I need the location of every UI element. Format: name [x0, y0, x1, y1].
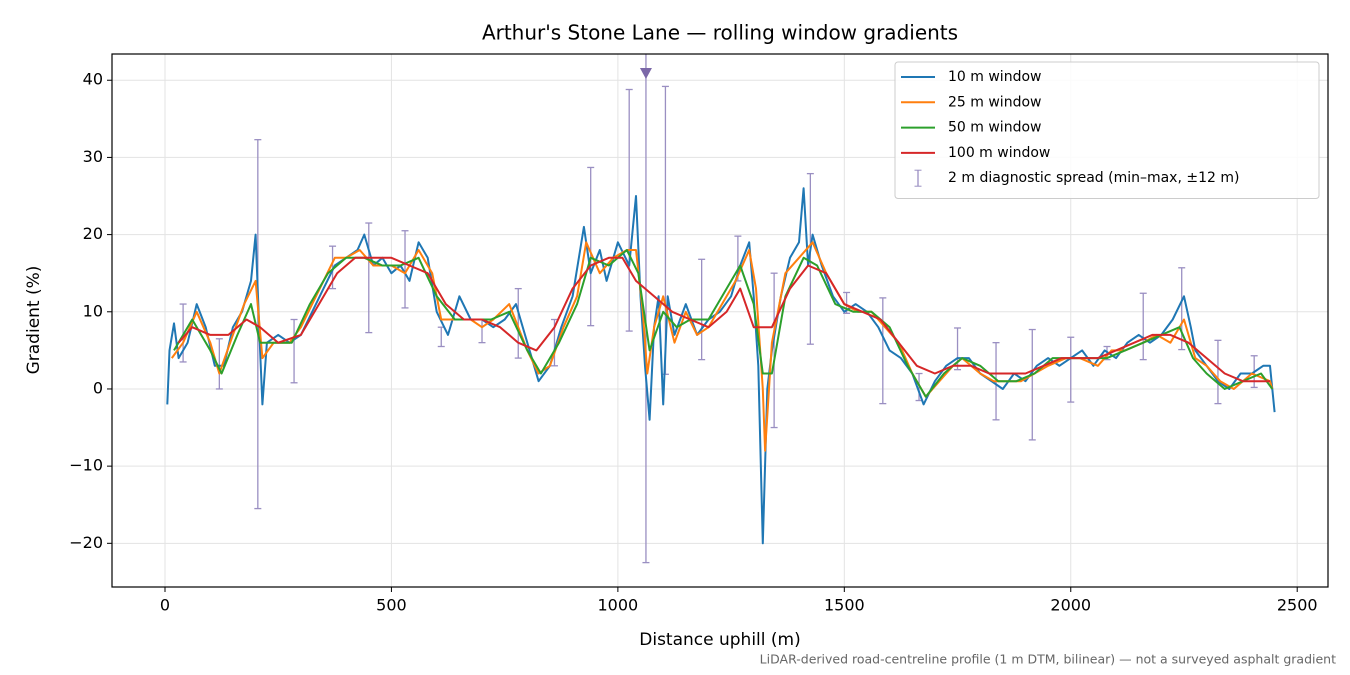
error-bar — [365, 222, 373, 334]
y-axis-label: Gradient (%) — [24, 266, 44, 375]
error-bar — [290, 318, 298, 384]
legend-label: 50 m window — [948, 120, 1041, 136]
error-bar — [215, 338, 223, 390]
error-bar — [478, 318, 486, 344]
y-tick-label: 10 — [83, 301, 103, 320]
series-line — [177, 256, 1270, 383]
plot-frame — [111, 53, 1329, 588]
error-bar — [1067, 336, 1075, 403]
legend-label: 25 m window — [948, 94, 1041, 110]
x-tick-label: 2000 — [1050, 596, 1091, 615]
error-bar — [587, 166, 595, 327]
y-tick-label: 40 — [83, 70, 103, 89]
error-bar — [1178, 267, 1186, 351]
error-bar — [254, 139, 262, 510]
error-bar — [806, 172, 814, 345]
x-tick-label: 500 — [376, 596, 407, 615]
chart-title: Arthur's Stone Lane — rolling window gra… — [482, 21, 958, 45]
legend-box — [894, 61, 1320, 199]
error-bar — [770, 272, 778, 429]
error-bar — [625, 88, 633, 332]
error-bar — [879, 297, 887, 405]
x-tick-label: 1500 — [824, 596, 865, 615]
legend-label: 100 m window — [948, 145, 1050, 161]
y-tick-label: 30 — [83, 147, 103, 166]
x-tick-label: 0 — [160, 596, 170, 615]
footnote: LiDAR-derived road-centreline profile (1… — [760, 652, 1336, 667]
error-bar — [401, 230, 409, 309]
plot-area — [166, 54, 1276, 564]
x-tick-label: 2500 — [1277, 596, 1318, 615]
legend-label: 2 m diagnostic spread (min–max, ±12 m) — [948, 170, 1239, 186]
series-line — [166, 187, 1276, 545]
y-tick-label: −10 — [69, 456, 103, 475]
error-bar — [1139, 292, 1147, 361]
x-tick-label: 1000 — [598, 596, 639, 615]
error-bar — [1028, 328, 1036, 441]
error-bar — [437, 326, 445, 348]
off-scale-marker — [639, 68, 652, 79]
y-tick-label: 0 — [93, 378, 103, 397]
x-axis-label: Distance uphill (m) — [639, 630, 800, 650]
error-bar — [514, 287, 522, 359]
y-tick-label: −20 — [69, 533, 103, 552]
error-bar — [698, 258, 706, 361]
y-tick-label: 20 — [83, 224, 103, 243]
error-bar — [642, 54, 650, 564]
legend-label: 10 m window — [948, 69, 1041, 85]
error-bar — [1214, 339, 1222, 405]
